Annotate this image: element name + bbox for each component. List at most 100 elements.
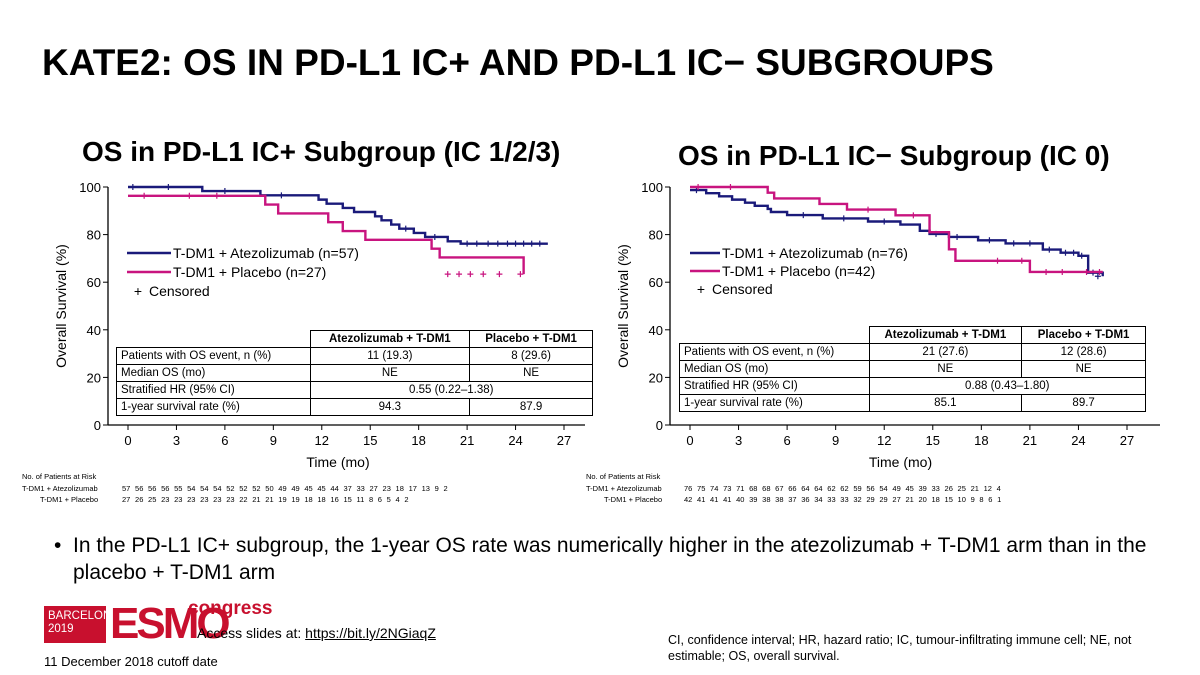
x-axis-label: Time (mo): [306, 454, 369, 470]
table-header-blank: [679, 326, 870, 344]
table-row: Patients with OS event, n (%) 11 (19.3) …: [116, 347, 593, 365]
table-cell-atezo: 21 (27.6): [868, 343, 1023, 361]
table-cell-atezo: NE: [309, 364, 471, 382]
censor-mark-placebo: [480, 271, 487, 278]
table-cell-placebo: 8 (29.6): [469, 347, 593, 365]
logo-city: BARCELONA: [48, 610, 119, 622]
table-cell-hr: 0.55 (0.22–1.38): [309, 381, 593, 399]
right-risk-label-atezo: T-DM1 + Atezolizumab: [586, 484, 662, 493]
table-cell-atezo: NE: [868, 360, 1023, 378]
key-finding-bullet: • In the PD-L1 IC+ subgroup, the 1-year …: [54, 532, 1164, 586]
x-tick-label: 0: [686, 433, 693, 448]
censor-mark-placebo: [186, 192, 193, 199]
abbreviations-footnote: CI, confidence interval; HR, hazard rati…: [668, 633, 1132, 663]
slide-title: KATE2: OS IN PD-L1 IC+ AND PD-L1 IC− SUB…: [42, 42, 994, 83]
x-tick-label: 21: [1023, 433, 1037, 448]
x-tick-label: 3: [735, 433, 742, 448]
censored-legend-icon: +: [134, 283, 142, 299]
left-summary-table: Atezolizumab + T-DM1 Placebo + T-DM1 Pat…: [116, 330, 593, 416]
censor-mark-atezo: [165, 184, 172, 190]
censor-mark-atezo: [494, 240, 501, 247]
x-axis-label: Time (mo): [869, 454, 932, 470]
km-curve-atezo: [128, 185, 548, 245]
censor-mark-atezo: [504, 240, 511, 247]
access-slides: Access slides at: https://bit.ly/2NGiaqZ: [197, 625, 436, 641]
x-tick-label: 9: [832, 433, 839, 448]
y-tick-label: 100: [79, 180, 101, 195]
left-risk-label-atezo: T-DM1 + Atezolizumab: [22, 484, 98, 493]
x-tick-label: 6: [783, 433, 790, 448]
y-tick-label: 20: [649, 370, 663, 385]
table-cell-placebo: 12 (28.6): [1021, 343, 1146, 361]
censor-mark-atezo: [520, 240, 527, 247]
y-tick-label: 60: [87, 275, 101, 290]
censor-mark-atezo: [473, 240, 480, 247]
legend-label-censored: Censored: [149, 283, 210, 299]
right-risk-label-placebo: T-DM1 + Placebo: [604, 495, 663, 504]
x-tick-label: 15: [926, 433, 940, 448]
bullet-dot: •: [54, 534, 62, 557]
table-header-atezo: Atezolizumab + T-DM1: [868, 326, 1023, 344]
access-slides-link[interactable]: https://bit.ly/2NGiaqZ: [305, 625, 436, 641]
x-tick-label: 21: [460, 433, 474, 448]
censor-mark-atezo: [129, 184, 136, 190]
censor-mark-atezo: [485, 240, 492, 247]
table-row: Median OS (mo) NE NE: [679, 360, 1146, 378]
table-header-placebo: Placebo + T-DM1: [1021, 326, 1146, 344]
right-chart-title: OS in PD-L1 IC− Subgroup (IC 0): [678, 140, 1110, 171]
censor-mark-atezo: [881, 218, 888, 225]
censor-mark-placebo: [456, 271, 463, 278]
table-row: Stratified HR (95% CI) 0.55 (0.22–1.38): [116, 381, 593, 399]
x-tick-label: 12: [877, 433, 891, 448]
censor-mark-placebo: [1083, 268, 1090, 275]
censor-mark-atezo: [221, 188, 228, 195]
censor-mark-atezo: [528, 240, 535, 247]
table-row-label: Median OS (mo): [679, 360, 870, 378]
x-tick-label: 18: [974, 433, 988, 448]
left-risk-title: No. of Patients at Risk: [22, 472, 97, 481]
censor-mark-placebo: [1043, 268, 1050, 275]
censor-mark-atezo: [800, 212, 807, 219]
censor-mark-atezo: [1062, 249, 1069, 256]
left-risk-label-placebo: T-DM1 + Placebo: [40, 495, 99, 504]
table-row: Stratified HR (95% CI) 0.88 (0.43–1.80): [679, 377, 1146, 395]
y-tick-label: 80: [649, 228, 663, 243]
table-row: 1-year survival rate (%) 94.3 87.9: [116, 398, 593, 416]
y-tick-label: 60: [649, 275, 663, 290]
censor-mark-placebo: [1059, 268, 1066, 275]
left-risk-values-atezo: 57 56 56 56 55 54 54 54 52 52 52 50 49 4…: [122, 484, 448, 493]
censor-mark-placebo: [994, 257, 1001, 264]
right-risk-values-atezo: 76 75 74 73 71 68 68 67 66 64 64 62 62 5…: [684, 484, 1001, 493]
censor-mark-placebo: [517, 271, 524, 278]
table-cell-placebo: NE: [1021, 360, 1146, 378]
x-tick-label: 15: [363, 433, 377, 448]
table-cell-placebo: 89.7: [1021, 394, 1146, 412]
left-chart-title: OS in PD-L1 IC+ Subgroup (IC 1/2/3): [82, 136, 561, 167]
table-header-row: Atezolizumab + T-DM1 Placebo + T-DM1: [116, 330, 593, 348]
legend-label-censored: Censored: [712, 281, 773, 297]
km-curve-placebo: [128, 194, 525, 275]
table-row-label: 1-year survival rate (%): [679, 394, 870, 412]
x-tick-label: 6: [221, 433, 228, 448]
right-risk-values-placebo: 42 41 41 41 40 39 38 38 37 36 34 33 33 3…: [684, 495, 1002, 504]
censor-mark-placebo: [496, 271, 503, 278]
right-risk-title: No. of Patients at Risk: [586, 472, 661, 481]
censor-mark-atezo: [536, 240, 543, 247]
x-tick-label: 27: [557, 433, 571, 448]
x-tick-label: 18: [411, 433, 425, 448]
x-tick-label: 9: [270, 433, 277, 448]
logo-year: 2019: [48, 623, 74, 635]
censor-mark-placebo: [727, 184, 734, 190]
censor-mark-placebo: [695, 184, 702, 190]
table-row: 1-year survival rate (%) 85.1 89.7: [679, 394, 1146, 412]
x-tick-label: 0: [124, 433, 131, 448]
censor-mark-placebo: [1096, 268, 1103, 275]
censor-mark-atezo: [1026, 240, 1033, 247]
censor-mark-atezo: [278, 192, 285, 199]
censor-mark-atezo: [464, 240, 471, 247]
y-axis-label: Overall Survival (%): [615, 244, 631, 368]
table-row-label: Median OS (mo): [116, 364, 311, 382]
y-tick-label: 80: [87, 228, 101, 243]
y-tick-label: 0: [656, 418, 663, 433]
